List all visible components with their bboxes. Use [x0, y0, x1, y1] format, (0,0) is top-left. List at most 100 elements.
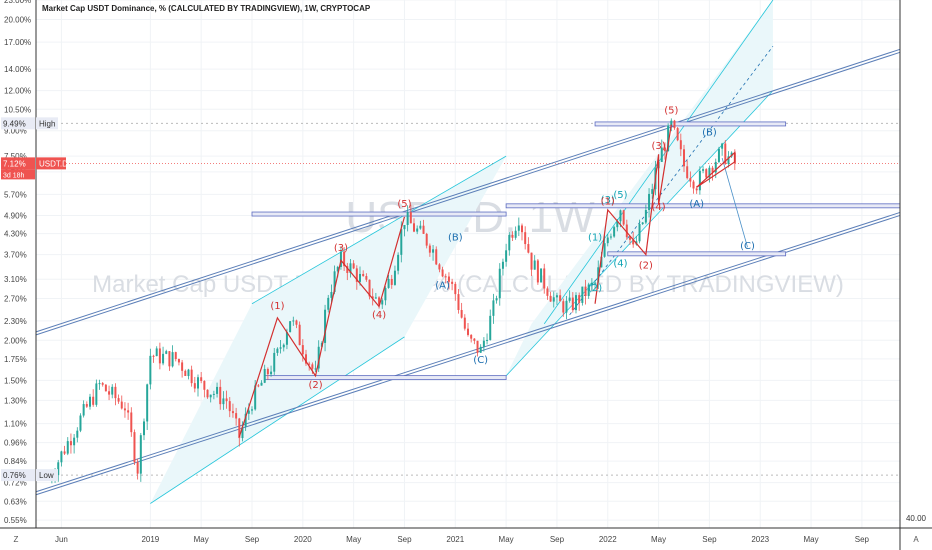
candle-body	[79, 415, 82, 431]
candle-body	[562, 301, 565, 313]
candle-body	[292, 320, 295, 322]
candle-body	[130, 412, 133, 433]
candle-body	[66, 441, 69, 454]
candle-body	[362, 273, 365, 277]
candle-body	[508, 234, 511, 251]
y-tick-label: 2.00%	[4, 336, 27, 345]
candle-body	[673, 120, 676, 129]
x-tick-label: Sep	[550, 535, 565, 544]
x-tick-label: Sep	[397, 535, 412, 544]
candle-body	[73, 437, 76, 446]
candle-body	[451, 281, 454, 284]
candle-body	[165, 351, 168, 354]
price-label-value: 0.76%	[3, 471, 26, 480]
candle-body	[651, 189, 654, 194]
candle-body	[117, 398, 120, 402]
candle-body	[378, 297, 381, 305]
candle-body	[143, 421, 145, 436]
x-tick-label: May	[803, 535, 818, 544]
timezone-button[interactable]: Z	[14, 535, 19, 544]
candle-body	[231, 411, 234, 414]
candle-body	[517, 225, 520, 231]
candle-body	[327, 297, 330, 310]
candle-body	[177, 359, 180, 363]
y-tick-label: 3.10%	[4, 275, 27, 284]
candle-body	[95, 383, 98, 405]
candle-body	[425, 233, 428, 246]
candle-body	[152, 355, 155, 357]
candle-body	[69, 441, 72, 446]
candle-body	[295, 320, 298, 325]
ew-label: (4)	[652, 202, 666, 213]
candle-body	[473, 338, 476, 341]
candle-body	[263, 368, 266, 383]
x-tick-label: May	[346, 535, 361, 544]
candle-body	[336, 266, 339, 272]
candle-body	[724, 143, 727, 164]
auto-scale-button[interactable]: A	[913, 535, 919, 544]
candle-body	[193, 383, 196, 389]
candle-body	[365, 276, 368, 280]
candle-body	[219, 386, 222, 405]
y-tick-label: 23.00%	[4, 0, 31, 5]
ew-label: (A)	[435, 281, 450, 292]
ew-label: (3)	[334, 243, 348, 254]
ew-zigzag-2	[594, 124, 672, 304]
candle-body	[679, 140, 682, 150]
ew-label: (2)	[308, 380, 322, 391]
y-axis: 23.00% 20.00% 17.00% 14.00% 12.00% 10.50% 9.00…	[0, 0, 68, 550]
candle-body	[454, 283, 457, 295]
candle-body	[629, 237, 631, 240]
candle-body	[498, 268, 501, 299]
candle-body	[254, 385, 257, 410]
channel-1-lower	[150, 336, 405, 504]
candle-body	[511, 234, 514, 238]
ew-label: (5)	[613, 190, 627, 201]
candle-body	[492, 300, 495, 316]
ew-label: (4)	[613, 258, 627, 269]
candle-body	[355, 268, 358, 282]
candle-body	[667, 125, 670, 152]
long-trendline-upper	[35, 48, 901, 333]
price-label-tag: Low	[39, 471, 54, 480]
ew-label: (1)	[270, 301, 284, 312]
candle-body	[584, 286, 587, 296]
candle-body	[648, 193, 651, 210]
candle-body	[641, 222, 644, 224]
candle-body	[717, 148, 720, 162]
band-high	[594, 121, 787, 127]
ew-label: (2)	[639, 260, 653, 271]
y-tick-label: 1.30%	[4, 396, 27, 405]
x-tick-label: 2021	[446, 535, 464, 544]
candle-body	[359, 273, 361, 282]
x-tick-label: Sep	[245, 535, 260, 544]
candle-body	[349, 263, 352, 273]
candle-body	[171, 352, 174, 367]
candle-body	[289, 321, 292, 333]
candle-body	[428, 245, 431, 253]
channel-2-mid	[569, 46, 774, 316]
candle-body	[190, 369, 193, 384]
candle-body	[104, 384, 107, 392]
candle-body	[203, 380, 206, 390]
candle-body	[181, 362, 184, 371]
y-tick-label: 0.96%	[4, 439, 27, 448]
candle-body	[670, 120, 673, 126]
candle-body	[555, 295, 558, 298]
candle-body	[406, 212, 409, 225]
candle-body	[441, 269, 444, 277]
candle-body	[587, 284, 590, 296]
ew-label: (A)	[689, 199, 704, 210]
candle-body	[416, 228, 419, 232]
candle-body	[146, 384, 149, 422]
candle-body	[705, 169, 708, 178]
band-c-target	[607, 251, 787, 257]
candle-body	[225, 398, 228, 402]
y-tick-label: 12.00%	[4, 87, 31, 96]
candle-body	[368, 279, 371, 297]
candle-body	[527, 244, 530, 253]
x-tick-label: Sep	[702, 535, 717, 544]
candle-body	[622, 210, 625, 225]
candle-body	[613, 227, 616, 237]
ew-label: (2)	[588, 283, 602, 294]
